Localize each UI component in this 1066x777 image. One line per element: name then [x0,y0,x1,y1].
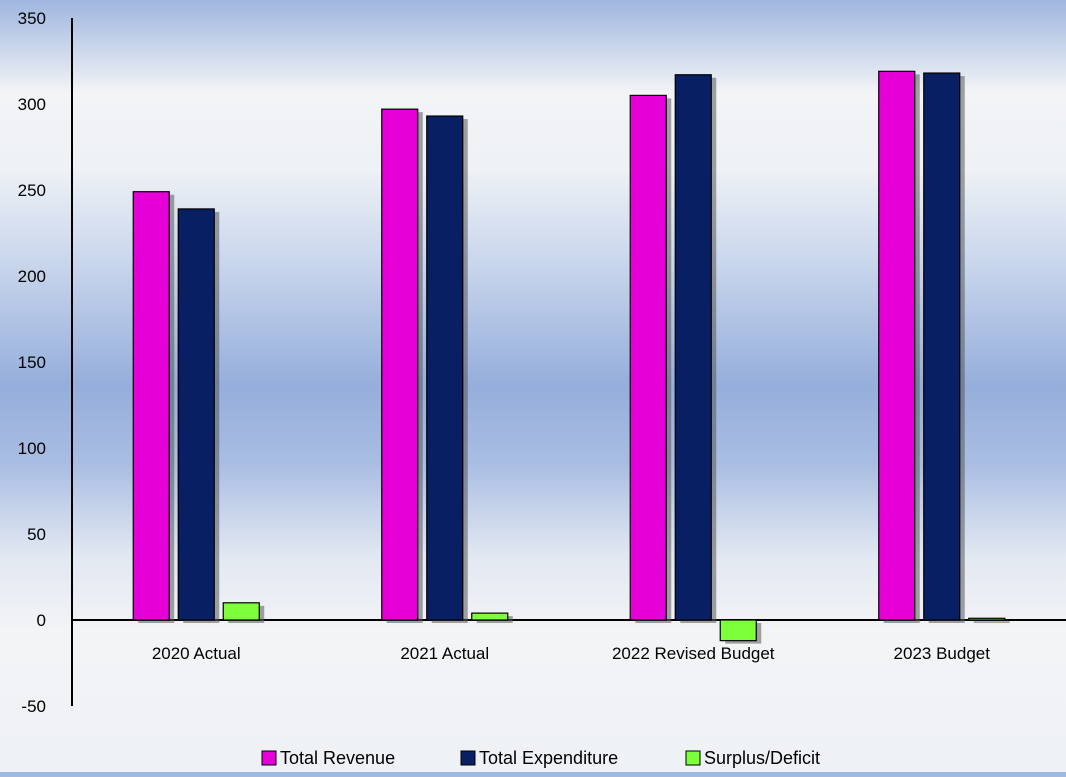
y-tick-label: 100 [18,439,46,458]
bar [132,191,170,621]
y-tick-label: 0 [37,611,46,630]
bar [719,619,757,642]
legend-label: Total Revenue [280,748,395,768]
legend-swatch [460,750,476,766]
bar [674,74,712,621]
legend-swatch [685,750,701,766]
bar [426,115,464,621]
x-category-label: 2020 Actual [152,644,241,663]
bar [222,602,260,621]
legend-swatch [261,750,277,766]
y-tick-label: 250 [18,181,46,200]
x-category-label: 2022 Revised Budget [612,644,775,663]
bar [381,108,419,621]
bar [629,94,667,621]
bars-group [132,70,1010,644]
x-category-label: 2023 Budget [894,644,991,663]
y-tick-label: 350 [18,9,46,28]
legend-label: Total Expenditure [479,748,618,768]
bar [968,617,1006,621]
y-tick-label: 300 [18,95,46,114]
bar-shadow [973,621,1010,623]
bar [923,72,961,621]
labels-group: 350 300 250 200 150 100 50 0 -50 2020 Actual 2021 … [18,9,991,716]
legend-label: Surplus/Deficit [704,748,820,768]
bar [471,612,509,621]
y-tick-label: 50 [27,525,46,544]
x-category-label: 2021 Actual [400,644,489,663]
bar [878,70,916,621]
y-tick-label: 150 [18,353,46,372]
bar [177,208,215,621]
legend: Total Revenue Total Expenditure Surplus/De… [261,748,820,768]
y-tick-label: 200 [18,267,46,286]
y-tick-label: -50 [21,697,46,716]
